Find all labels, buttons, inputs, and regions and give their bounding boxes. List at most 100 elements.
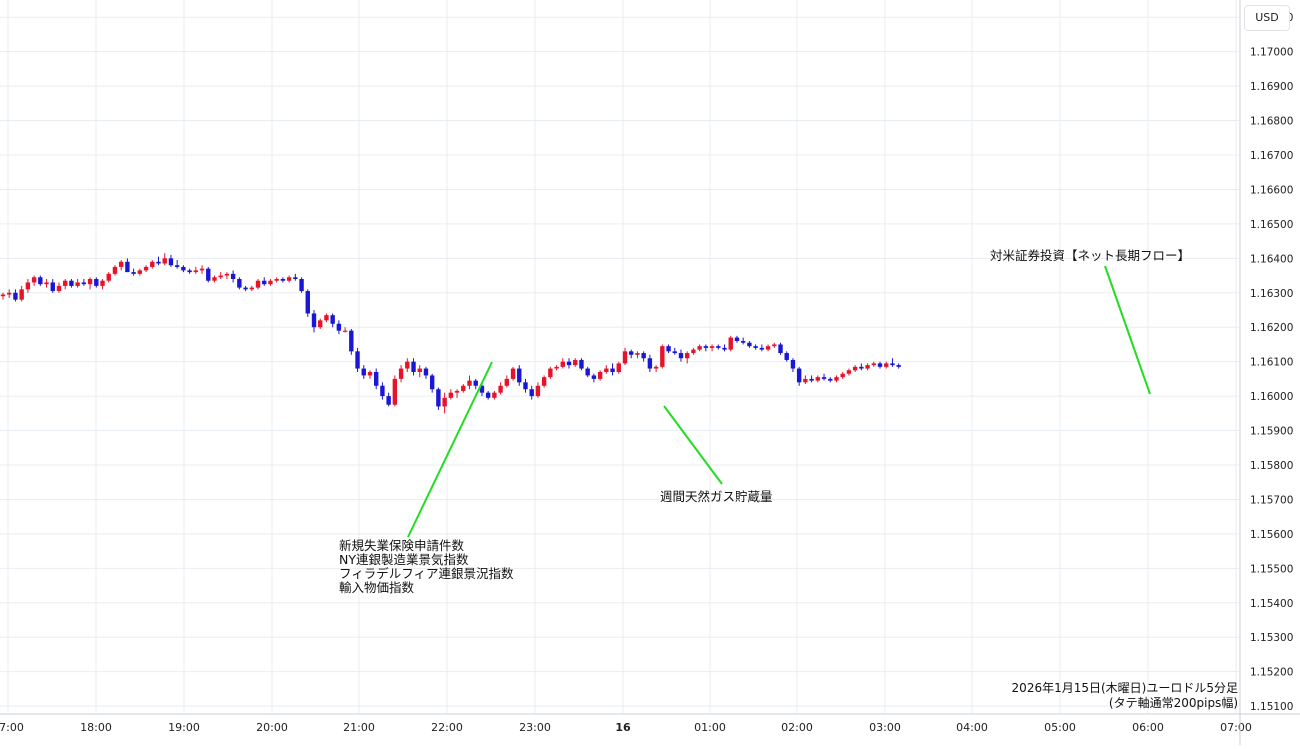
candle [778, 342, 783, 355]
candle [274, 277, 279, 283]
candle [485, 390, 491, 400]
candle [647, 354, 653, 372]
candle-body [635, 353, 640, 355]
candle-body [517, 368, 522, 383]
candle [517, 365, 522, 386]
candle [324, 313, 329, 323]
candle-body [846, 370, 852, 374]
candle [405, 358, 410, 372]
candle [467, 375, 472, 390]
candle-body [212, 277, 217, 281]
y-tick-label: 1.15100 [1250, 701, 1293, 713]
candle [504, 375, 510, 388]
candle-body [94, 279, 99, 286]
candle-body [50, 282, 55, 292]
candle [591, 373, 597, 383]
candle-body [174, 265, 180, 267]
candle [212, 275, 217, 283]
candle [734, 335, 740, 343]
candle [94, 277, 99, 288]
y-tick-label: 1.15900 [1250, 426, 1293, 438]
candle [635, 351, 640, 359]
candle-body [759, 347, 765, 350]
candle-body [821, 377, 827, 379]
candle [398, 365, 404, 383]
candle [641, 351, 646, 362]
candle-body [405, 361, 410, 369]
candle-body [411, 361, 416, 372]
candle [865, 363, 870, 371]
candle [137, 268, 143, 276]
candle-body [299, 279, 304, 292]
candle-body [485, 392, 491, 398]
x-tick-label: 03:00 [869, 721, 901, 734]
x-tick-label: 17:00 [0, 721, 24, 734]
y-tick-label: 1.16100 [1250, 357, 1293, 369]
candle-body [199, 268, 205, 271]
y-tick-label: 1.15400 [1250, 598, 1293, 610]
candle [237, 277, 242, 290]
candle-body [156, 261, 161, 264]
candle [796, 366, 802, 386]
candle [784, 351, 789, 362]
candle-body [243, 287, 248, 290]
candle-body [884, 363, 889, 367]
candle-body [541, 377, 547, 386]
candle [367, 370, 373, 379]
candle [7, 289, 12, 298]
candle [765, 344, 771, 352]
candle [349, 328, 354, 355]
candle [828, 377, 833, 383]
candle [318, 318, 323, 329]
candle [809, 375, 814, 383]
candle-body [691, 349, 696, 354]
candle-body [342, 330, 348, 332]
candle [355, 347, 360, 372]
candle [548, 366, 553, 379]
candle [678, 349, 684, 362]
candle-body [361, 368, 366, 376]
candle-body [877, 363, 883, 367]
candle-body [697, 346, 702, 350]
candle [890, 358, 895, 367]
candle-body [461, 385, 466, 391]
y-tick-label: 1.16900 [1250, 81, 1293, 93]
candle-body [19, 289, 24, 300]
annotation: 対米証券投資【ネット長期フロー】 [990, 248, 1190, 395]
candle [436, 387, 441, 410]
candle [859, 363, 864, 371]
candle-body [535, 385, 541, 397]
chart-caption-line1: 2026年1月15日(木曜日)ユーロドル5分足 [1012, 681, 1238, 695]
candle [523, 378, 528, 393]
candle-body [529, 389, 534, 397]
candle-body [69, 280, 74, 286]
candle [772, 342, 777, 348]
currency-label[interactable]: USD [1244, 5, 1290, 31]
candle-body [56, 285, 62, 292]
candle [697, 344, 702, 352]
candle-body [672, 351, 677, 354]
candle-body [803, 378, 808, 383]
y-tick-label: 1.17000 [1250, 47, 1293, 59]
candle-body [722, 347, 727, 350]
y-tick-label: 1.16000 [1250, 391, 1293, 403]
annotation-text: 新規失業保険申請件数 [339, 538, 465, 553]
x-tick-label: 19:00 [168, 721, 200, 734]
x-tick-label: 22:00 [431, 721, 463, 734]
candle-body [355, 351, 360, 369]
candle [162, 253, 167, 266]
candle-body [660, 346, 665, 367]
candle-body [796, 368, 802, 383]
annotation-line [663, 405, 723, 485]
x-tick-label: 06:00 [1132, 721, 1164, 734]
candle [75, 279, 80, 288]
candle [386, 392, 391, 407]
candle-body [311, 313, 317, 328]
candle [541, 375, 547, 388]
candle [286, 275, 292, 283]
candle-body [392, 378, 398, 405]
candle-body [429, 375, 435, 390]
x-tick-label: 18:00 [80, 721, 112, 734]
candle-body [106, 273, 111, 281]
